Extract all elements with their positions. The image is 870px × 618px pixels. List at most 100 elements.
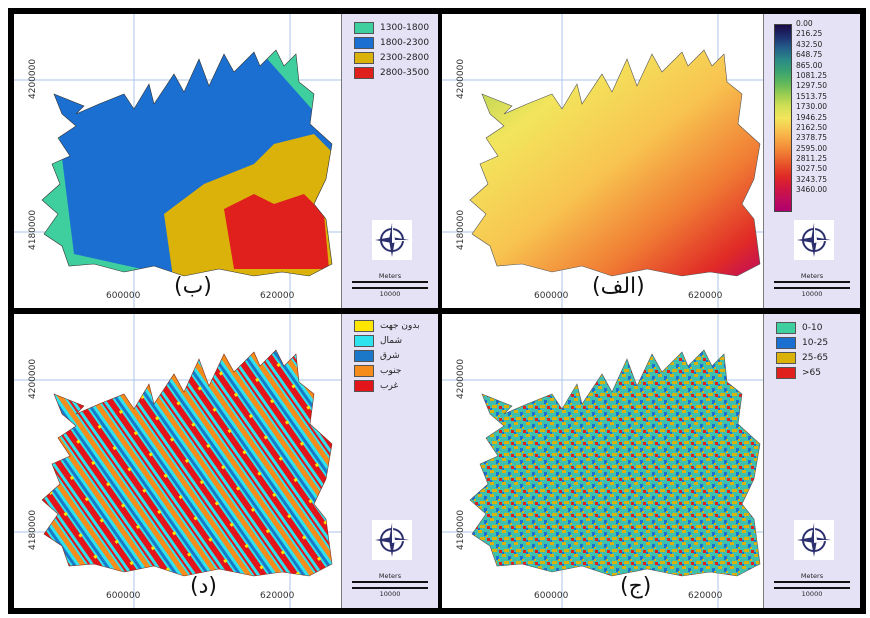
ramp-tick-label: 648.75 xyxy=(796,50,823,60)
legend-swatch xyxy=(354,364,374,377)
scale-value: 10000 xyxy=(379,590,401,598)
scale-bar: Meters 10000 xyxy=(774,272,850,298)
panel-dal: 4200000 4180000 600000 620000 (د) بدون ج… xyxy=(14,314,438,608)
scale-value: 10000 xyxy=(801,590,823,598)
ramp-tick-label: 1297.50 xyxy=(796,81,828,91)
x-tick: 600000 xyxy=(106,591,141,601)
legend-swatch xyxy=(354,379,374,392)
scale-title: Meters xyxy=(378,572,402,580)
ramp-tick-label: 2595.00 xyxy=(796,143,828,153)
north-arrow-icon xyxy=(372,520,412,560)
legend-label: 2800-3500 xyxy=(380,67,430,78)
legend-item: بدون جهت xyxy=(354,318,420,333)
legend-sidebar: 0.00 216.25 432.50 648.75 865.00 1081.25 1297.… xyxy=(763,14,860,308)
legend-swatch xyxy=(776,336,796,349)
legend-label: 25-65 xyxy=(802,352,829,363)
legend-label: 10-25 xyxy=(802,337,829,348)
ramp-tick-label: 1513.75 xyxy=(796,91,828,101)
north-arrow-icon xyxy=(794,520,834,560)
legend-item: غرب xyxy=(354,378,420,393)
legend: بدون جهت شمال شرق جنوب غرب xyxy=(354,318,420,393)
panel-be: 4200000 4180000 600000 620000 (ب) 1300-1… xyxy=(14,14,438,308)
scale-value: 10000 xyxy=(379,290,401,298)
x-tick: 600000 xyxy=(534,291,569,301)
zone-2800-3500 xyxy=(224,194,329,269)
ramp-tick-label: 3027.50 xyxy=(796,164,828,174)
color-ramp-labels: 0.00 216.25 432.50 648.75 865.00 1081.25 1297.… xyxy=(796,19,827,196)
legend-item: 10-25 xyxy=(776,335,828,350)
legend-swatch xyxy=(354,319,374,332)
north-arrow-icon xyxy=(372,220,412,260)
map-canvas xyxy=(14,14,342,308)
legend-label: غرب xyxy=(380,380,399,391)
x-tick: 600000 xyxy=(534,591,569,601)
ramp-tick-label: 1946.25 xyxy=(796,112,828,122)
y-tick: 4180000 xyxy=(28,509,38,550)
ramp-tick-label: 3243.75 xyxy=(796,174,828,184)
x-tick: 620000 xyxy=(688,591,723,601)
legend-label: >65 xyxy=(802,367,821,378)
map-canvas xyxy=(14,314,342,608)
legend-item: 1800-2300 xyxy=(354,35,429,50)
panel-label: (ج) xyxy=(620,574,652,599)
map-canvas xyxy=(442,314,764,608)
legend: 0-10 10-25 25-65 >65 xyxy=(776,320,828,380)
ramp-tick-label: 2162.50 xyxy=(796,122,828,132)
legend-swatch xyxy=(354,334,374,347)
scale-value: 10000 xyxy=(801,290,823,298)
color-ramp xyxy=(774,24,792,212)
legend-label: جنوب xyxy=(380,365,402,376)
figure-frame: 4200000 4180000 600000 620000 (ب) 1300-1… xyxy=(8,8,866,614)
scale-bar: Meters 10000 xyxy=(774,572,850,598)
scale-title: Meters xyxy=(378,272,402,280)
scale-bar-line xyxy=(352,581,428,589)
legend-item: 2800-3500 xyxy=(354,65,429,80)
y-tick: 4200000 xyxy=(28,358,38,399)
legend: 1300-1800 1800-2300 2300-2800 2800-3500 xyxy=(354,20,429,80)
legend-item: شرق xyxy=(354,348,420,363)
y-tick: 4180000 xyxy=(456,209,466,250)
legend-label: 1800-2300 xyxy=(380,37,430,48)
legend-swatch xyxy=(354,36,374,49)
legend-sidebar: 0-10 10-25 25-65 >65 Meters 10000 xyxy=(763,314,860,608)
legend-label: شرق xyxy=(380,350,400,361)
scale-bar-line xyxy=(774,581,850,589)
legend-item: جنوب xyxy=(354,363,420,378)
north-arrow-icon xyxy=(794,220,834,260)
x-tick: 620000 xyxy=(688,291,723,301)
slope-surface xyxy=(470,350,760,576)
x-tick: 620000 xyxy=(260,291,295,301)
legend-item: 0-10 xyxy=(776,320,828,335)
y-tick: 4200000 xyxy=(456,358,466,399)
ramp-tick-label: 2378.75 xyxy=(796,133,828,143)
scale-bar-line xyxy=(774,281,850,289)
legend-label: 2300-2800 xyxy=(380,52,430,63)
scale-title: Meters xyxy=(800,272,824,280)
legend-swatch xyxy=(354,51,374,64)
legend-swatch xyxy=(776,366,796,379)
scale-title: Meters xyxy=(800,572,824,580)
legend-item: >65 xyxy=(776,365,828,380)
legend-label: شمال xyxy=(380,335,403,346)
legend-item: 1300-1800 xyxy=(354,20,429,35)
ramp-tick-label: 1081.25 xyxy=(796,70,828,80)
legend-label: بدون جهت xyxy=(380,320,420,331)
panel-label: (د) xyxy=(190,574,217,599)
ramp-tick-label: 0.00 xyxy=(796,19,813,28)
legend-label: 1300-1800 xyxy=(380,22,430,33)
ramp-tick-label: 216.25 xyxy=(796,29,823,39)
legend-item: 2300-2800 xyxy=(354,50,429,65)
ramp-tick-label: 2811.25 xyxy=(796,154,828,164)
panel-alef: 4200000 4180000 600000 620000 (الف) 0.00… xyxy=(442,14,860,308)
y-tick: 4180000 xyxy=(28,209,38,250)
elevation-surface xyxy=(470,50,760,276)
legend-swatch xyxy=(776,321,796,334)
legend-item: 25-65 xyxy=(776,350,828,365)
map-canvas xyxy=(442,14,764,308)
x-tick: 600000 xyxy=(106,291,141,301)
ramp-tick-label: 1730.00 xyxy=(796,102,828,112)
legend-swatch xyxy=(354,66,374,79)
panel-jim: 4200000 4180000 600000 620000 (ج) 0-10 1… xyxy=(442,314,860,608)
ramp-tick-label: 432.50 xyxy=(796,39,823,49)
x-tick: 620000 xyxy=(260,591,295,601)
